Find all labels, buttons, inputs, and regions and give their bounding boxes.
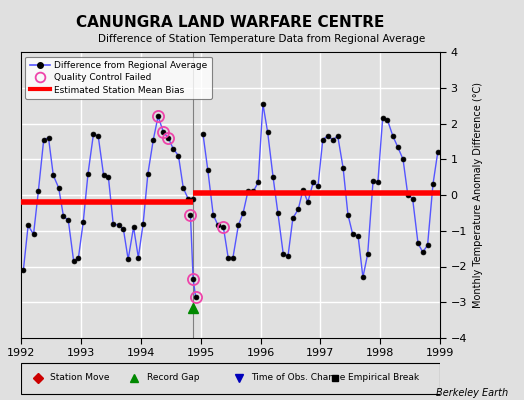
Text: Record Gap: Record Gap	[147, 374, 199, 382]
Title: CANUNGRA LAND WARFARE CENTRE: CANUNGRA LAND WARFARE CENTRE	[77, 15, 385, 30]
FancyBboxPatch shape	[21, 362, 440, 394]
Text: Station Move: Station Move	[50, 374, 110, 382]
Y-axis label: Monthly Temperature Anomaly Difference (°C): Monthly Temperature Anomaly Difference (…	[473, 82, 483, 308]
Text: Berkeley Earth: Berkeley Earth	[436, 388, 508, 398]
Text: Empirical Break: Empirical Break	[348, 374, 419, 382]
Text: Time of Obs. Change: Time of Obs. Change	[252, 374, 346, 382]
Legend: Difference from Regional Average, Quality Control Failed, Estimated Station Mean: Difference from Regional Average, Qualit…	[26, 56, 212, 99]
Text: Difference of Station Temperature Data from Regional Average: Difference of Station Temperature Data f…	[99, 34, 425, 44]
